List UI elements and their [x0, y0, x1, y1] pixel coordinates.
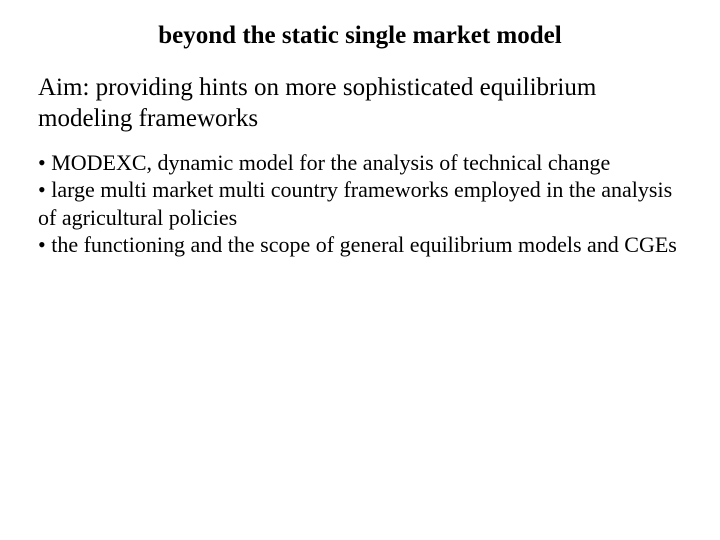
bullet-list: • MODEXC, dynamic model for the analysis… — [38, 149, 682, 259]
bullet-item: • the functioning and the scope of gener… — [38, 231, 682, 259]
slide-title: beyond the static single market model — [38, 22, 682, 50]
bullet-item: • large multi market multi country frame… — [38, 176, 682, 231]
aim-text: Aim: providing hints on more sophisticat… — [38, 72, 682, 135]
bullet-item: • MODEXC, dynamic model for the analysis… — [38, 149, 682, 177]
